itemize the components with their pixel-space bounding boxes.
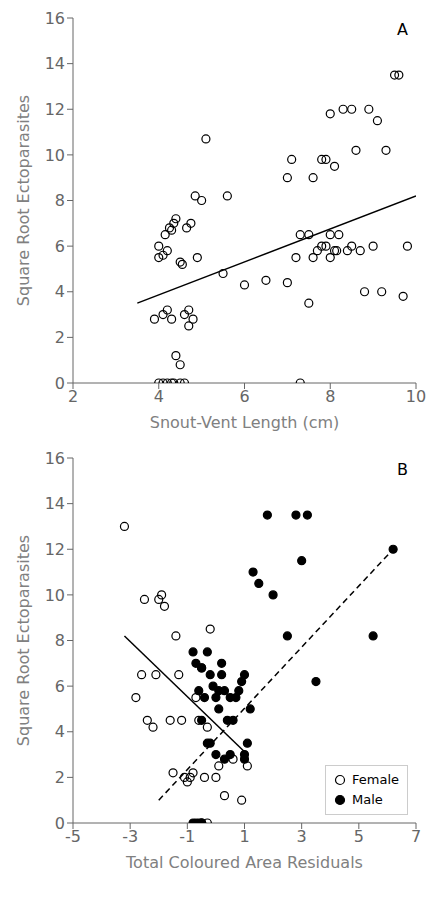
svg-text:12: 12 [45,540,65,559]
svg-text:0: 0 [55,814,65,833]
html-text:Male: Male [352,792,383,807]
svg-text:10: 10 [45,146,65,165]
html-text:B: B [397,460,408,479]
svg-text:5: 5 [354,827,364,846]
html-text:Female: Female [352,772,399,787]
svg-text:14: 14 [45,54,65,73]
svg-text:0: 0 [55,374,65,393]
svg-text:10: 10 [406,387,426,406]
svg-text:-5: -5 [65,827,81,846]
svg-text:4: 4 [55,722,65,741]
svg-text:-1: -1 [179,827,195,846]
svg-text:4: 4 [154,387,164,406]
svg-text:6: 6 [55,237,65,256]
svg-text:Square Root Ectoparasites: Square Root Ectoparasites [14,535,33,746]
svg-text:1: 1 [239,827,249,846]
svg-text:12: 12 [45,100,65,119]
svg-text:4: 4 [55,282,65,301]
svg-text:14: 14 [45,494,65,513]
svg-text:16: 16 [45,449,65,468]
svg-text:-3: -3 [122,827,138,846]
svg-text:2: 2 [55,328,65,347]
html-text:A: A [397,20,408,39]
svg-text:Snout-Vent Length (cm): Snout-Vent Length (cm) [150,413,340,432]
svg-text:3: 3 [297,827,307,846]
svg-text:7: 7 [411,827,421,846]
svg-text:6: 6 [55,677,65,696]
svg-text:2: 2 [55,768,65,787]
svg-text:2: 2 [68,387,78,406]
svg-text:8: 8 [55,631,65,650]
svg-text:Total Coloured Area Residuals: Total Coloured Area Residuals [125,853,363,872]
svg-text:Square Root Ectoparasites: Square Root Ectoparasites [14,95,33,306]
svg-text:8: 8 [325,387,335,406]
svg-text:16: 16 [45,9,65,28]
svg-text:10: 10 [45,586,65,605]
svg-text:8: 8 [55,191,65,210]
svg-text:6: 6 [239,387,249,406]
